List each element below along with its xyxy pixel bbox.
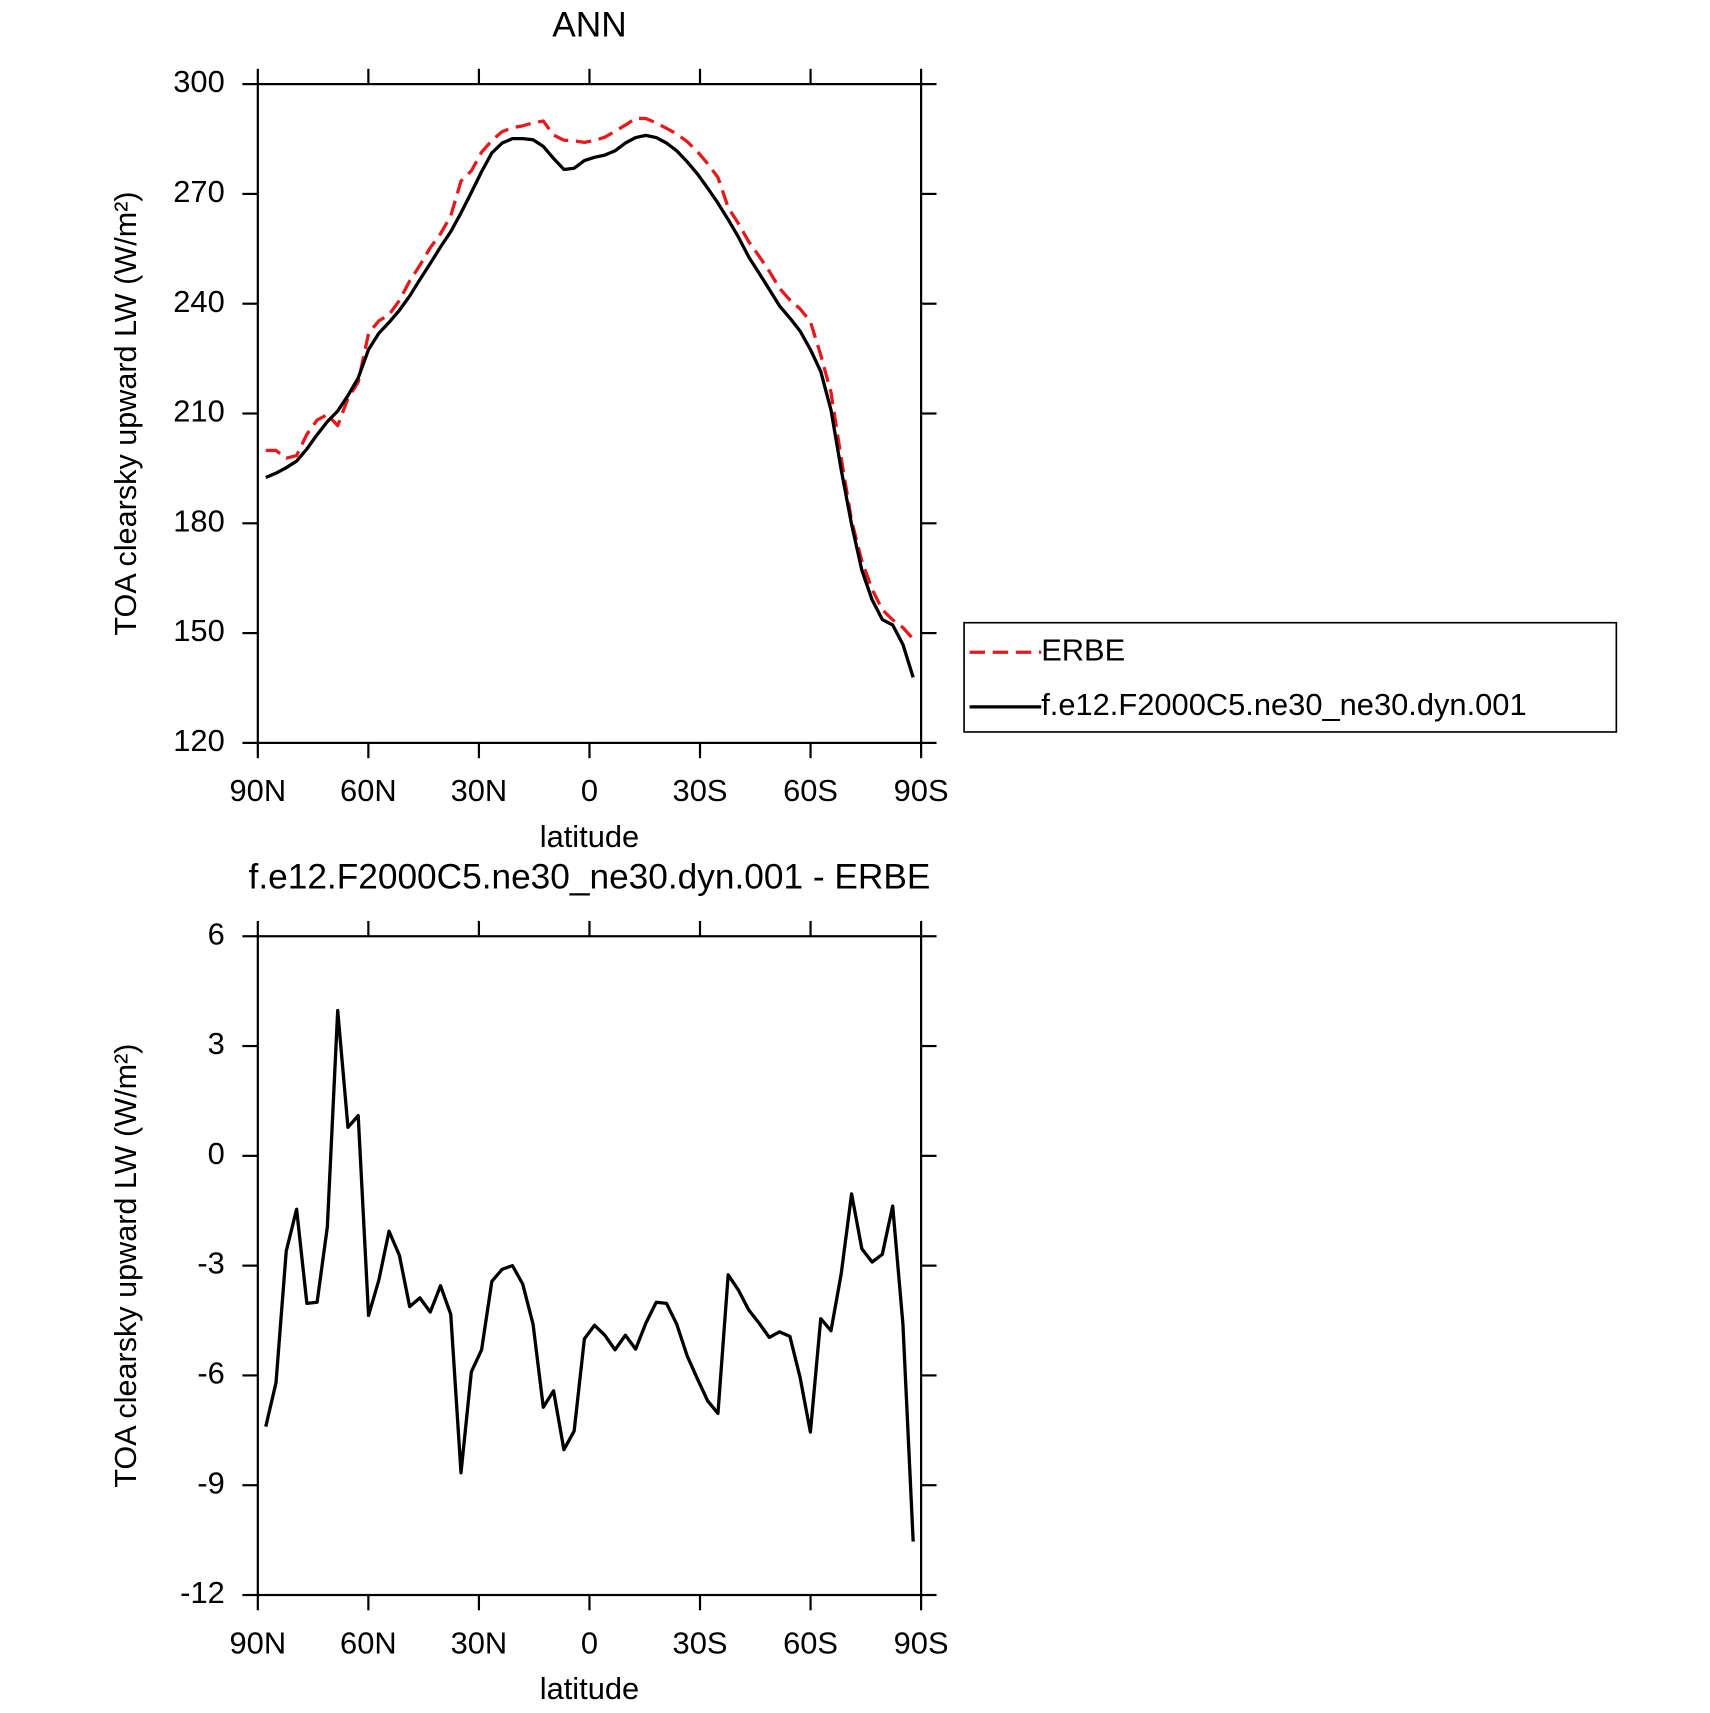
x-tick-label: 90S [894, 773, 949, 808]
y-tick-label: -6 [197, 1356, 224, 1391]
x-tick-label: 0 [581, 773, 598, 808]
x-tick-label: 30N [451, 1625, 508, 1660]
y-tick-label: 180 [173, 503, 224, 538]
y-tick-label: 150 [173, 613, 224, 648]
y-tick-label: 210 [173, 394, 224, 429]
x-tick-label: 60N [340, 1625, 397, 1660]
x-axis-label: latitude [540, 819, 639, 854]
y-tick-label: 120 [173, 723, 224, 758]
legend-label: f.e12.F2000C5.ne30_ne30.dyn.001 [1041, 687, 1526, 722]
x-tick-label: 30S [673, 773, 728, 808]
x-axis-label: latitude [540, 1671, 639, 1706]
legend-label: ERBE [1041, 632, 1125, 667]
y-tick-label: 6 [208, 916, 225, 951]
x-tick-label: 90N [230, 1625, 287, 1660]
x-tick-label: 0 [581, 1625, 598, 1660]
legend-box [963, 621, 1618, 733]
chart-title: ANN [552, 6, 626, 45]
x-tick-label: 90S [894, 1625, 949, 1660]
y-tick-label: 270 [173, 174, 224, 209]
plot-frame [256, 83, 923, 744]
y-tick-label: -12 [180, 1575, 225, 1610]
chart-title: f.e12.F2000C5.ne30_ne30.dyn.001 - ERBE [249, 858, 931, 897]
x-tick-label: 60S [783, 1625, 838, 1660]
x-tick-label: 60S [783, 773, 838, 808]
data-line [265, 133, 915, 678]
x-tick-label: 90N [230, 773, 287, 808]
y-tick-label: 0 [208, 1136, 225, 1171]
data-line [265, 116, 915, 641]
plot-frame [256, 935, 923, 1597]
y-tick-label: 3 [208, 1026, 225, 1061]
x-tick-label: 30S [673, 1625, 728, 1660]
y-tick-label: 300 [173, 64, 224, 99]
data-line [264, 1008, 915, 1542]
x-tick-label: 60N [340, 773, 397, 808]
y-axis-label: TOA clearsky upward LW (W/m²) [108, 1044, 143, 1488]
y-axis-label: TOA clearsky upward LW (W/m²) [108, 191, 143, 635]
y-tick-label: -3 [197, 1246, 224, 1281]
y-tick-label: -9 [197, 1465, 224, 1500]
x-tick-label: 30N [451, 773, 508, 808]
y-tick-label: 240 [173, 284, 224, 319]
